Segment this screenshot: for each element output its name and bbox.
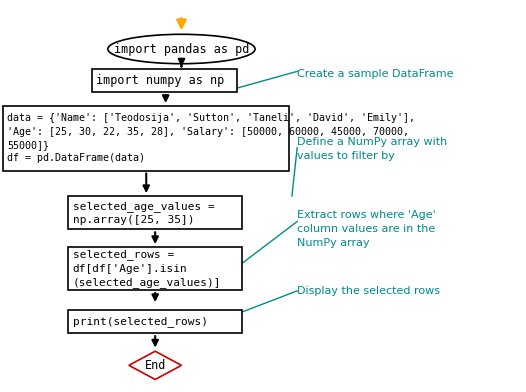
FancyBboxPatch shape [68,247,242,290]
Text: import numpy as np: import numpy as np [96,74,225,87]
Text: Display the selected rows: Display the selected rows [297,286,440,296]
Text: print(selected_rows): print(selected_rows) [73,316,208,327]
Text: data = {'Name': ['Teodosija', 'Sutton', 'Taneli', 'David', 'Emily'],
'Age': [25,: data = {'Name': ['Teodosija', 'Sutton', … [7,113,415,163]
Text: Define a NumPy array with
values to filter by: Define a NumPy array with values to filt… [297,137,448,161]
Polygon shape [129,351,181,379]
Text: selected_rows =
df[df['Age'].isin
(selected_age_values)]: selected_rows = df[df['Age'].isin (selec… [73,249,221,288]
FancyBboxPatch shape [92,69,237,92]
Text: selected_age_values =
np.array([25, 35]): selected_age_values = np.array([25, 35]) [73,201,214,225]
Ellipse shape [108,34,255,64]
Text: import pandas as pd: import pandas as pd [114,42,249,56]
Text: Extract rows where 'Age'
column values are in the
NumPy array: Extract rows where 'Age' column values a… [297,210,436,248]
FancyBboxPatch shape [3,106,289,171]
Text: End: End [145,359,166,372]
FancyBboxPatch shape [68,310,242,333]
Text: Create a sample DataFrame: Create a sample DataFrame [297,69,454,79]
FancyBboxPatch shape [68,196,242,229]
